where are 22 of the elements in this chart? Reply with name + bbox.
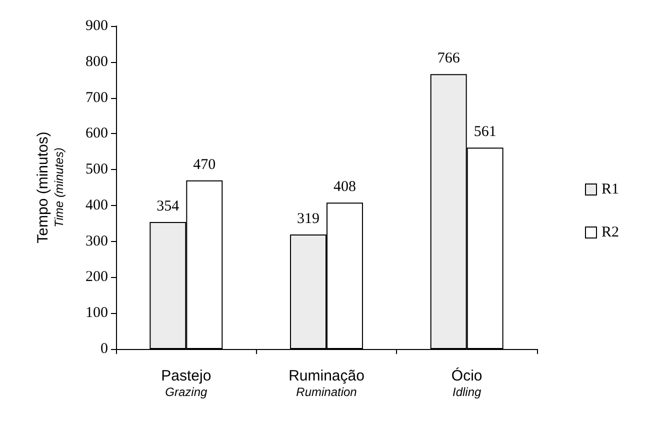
y-tick-label: 700 — [86, 90, 108, 106]
y-tick-label: 200 — [86, 269, 108, 286]
y-axis-title: Tempo (minutos) Time (minutes) — [34, 132, 66, 244]
y-tick-label: 800 — [86, 54, 108, 70]
y-tick-label: 400 — [86, 197, 108, 214]
y-tick-label: 500 — [86, 162, 108, 178]
y-tick-label: 300 — [86, 233, 108, 250]
y-tick-label: 100 — [86, 305, 108, 322]
x-tick-label: Pastejo Grazing — [161, 368, 212, 399]
data-label: 319 — [297, 211, 320, 228]
data-label: 561 — [474, 124, 496, 140]
legend-label: R2 — [601, 224, 620, 240]
x-tick-label: Ruminação Rumination — [288, 368, 364, 399]
legend-label: R1 — [601, 182, 620, 198]
y-tick-label: 900 — [86, 18, 108, 34]
data-label: 354 — [156, 198, 180, 214]
data-label: 470 — [193, 156, 216, 173]
y-tick-label: 0 — [100, 341, 108, 357]
data-label: 408 — [333, 179, 356, 196]
data-label: 766 — [437, 50, 460, 67]
x-tick-label: Ócio Idling — [451, 366, 482, 399]
y-tick-label: 600 — [86, 126, 108, 142]
